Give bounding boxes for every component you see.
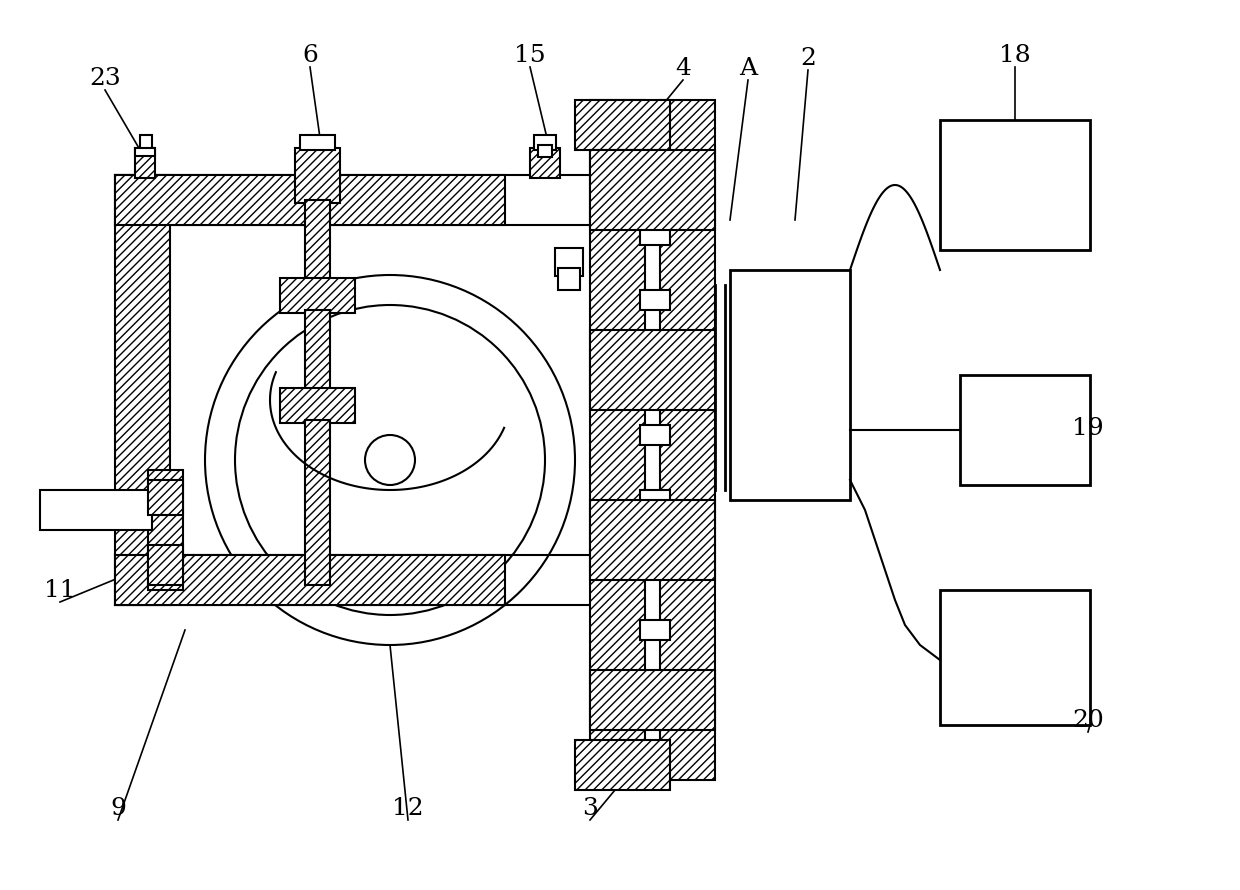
- Text: 9: 9: [110, 797, 126, 820]
- Bar: [590, 670, 715, 730]
- Text: 15: 15: [515, 44, 546, 67]
- Bar: [960, 375, 1090, 485]
- Text: 23: 23: [89, 67, 120, 90]
- Bar: [640, 290, 670, 310]
- Bar: [295, 148, 340, 203]
- Text: 3: 3: [582, 797, 598, 820]
- Text: 18: 18: [999, 44, 1030, 67]
- Text: A: A: [739, 56, 758, 79]
- Bar: [575, 740, 670, 790]
- Bar: [575, 100, 670, 150]
- Text: 6: 6: [303, 44, 317, 67]
- Text: 11: 11: [45, 578, 76, 602]
- Bar: [140, 135, 153, 150]
- Bar: [640, 225, 670, 245]
- Bar: [534, 135, 556, 150]
- Bar: [529, 148, 560, 178]
- Bar: [300, 135, 335, 150]
- Bar: [590, 100, 645, 780]
- Bar: [590, 150, 715, 230]
- Bar: [148, 545, 184, 585]
- Bar: [590, 500, 715, 580]
- Bar: [590, 330, 715, 410]
- Circle shape: [236, 305, 546, 615]
- Bar: [640, 620, 670, 640]
- Bar: [940, 590, 1090, 725]
- Text: 12: 12: [392, 797, 424, 820]
- Bar: [640, 555, 670, 575]
- Bar: [556, 248, 583, 276]
- Bar: [305, 310, 330, 390]
- Bar: [280, 278, 355, 313]
- Bar: [115, 555, 505, 605]
- Bar: [135, 148, 155, 156]
- Bar: [135, 148, 155, 178]
- Bar: [148, 470, 184, 590]
- Bar: [730, 270, 849, 500]
- Bar: [305, 200, 330, 280]
- Bar: [940, 120, 1090, 250]
- Bar: [115, 175, 505, 225]
- Bar: [40, 490, 153, 530]
- Text: 2: 2: [800, 46, 816, 69]
- Text: 4: 4: [675, 56, 691, 79]
- Text: 20: 20: [1073, 708, 1104, 732]
- Bar: [640, 360, 670, 380]
- Text: 19: 19: [1073, 417, 1104, 440]
- Bar: [660, 100, 715, 780]
- Bar: [538, 145, 552, 157]
- Bar: [558, 268, 580, 290]
- Bar: [640, 490, 670, 510]
- Circle shape: [365, 435, 415, 485]
- Bar: [148, 480, 184, 515]
- Bar: [305, 420, 330, 585]
- Bar: [280, 388, 355, 423]
- Bar: [115, 175, 170, 605]
- Bar: [640, 425, 670, 445]
- Circle shape: [205, 275, 575, 645]
